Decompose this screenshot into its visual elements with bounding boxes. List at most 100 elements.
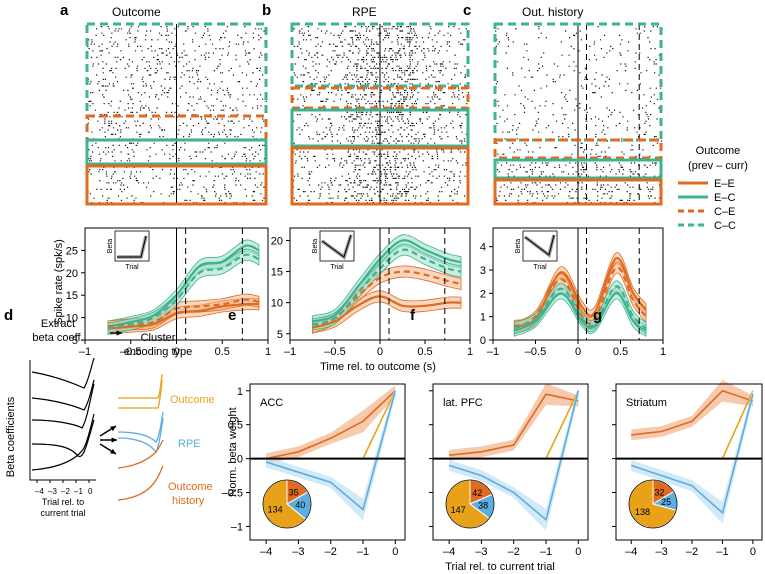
x-tick-label: –4 bbox=[260, 546, 272, 558]
cluster-curve bbox=[117, 465, 164, 501]
y-tick-label: 3 bbox=[480, 265, 486, 277]
d-xtick-m1: –1 bbox=[74, 487, 83, 496]
raster-condition-box bbox=[290, 86, 470, 110]
top-xlabel: Time rel. to outcome (s) bbox=[320, 361, 436, 373]
x-tick-label: 1 bbox=[660, 346, 666, 358]
x-tick-label: –0.5 bbox=[120, 346, 141, 358]
raster-condition-box bbox=[493, 158, 663, 180]
pie-label: 40 bbox=[295, 500, 305, 510]
beta-curve bbox=[31, 419, 95, 458]
x-tick-label: –3 bbox=[292, 546, 304, 558]
x-tick-label: –1 bbox=[487, 346, 499, 358]
d-ylabel: Beta coefficients bbox=[5, 396, 17, 477]
raster-spikes bbox=[292, 26, 470, 204]
y-tick-label: 5 bbox=[277, 329, 283, 341]
extract-label-2: beta coeff. bbox=[32, 332, 83, 344]
arrow-head bbox=[111, 437, 117, 443]
beta-curve bbox=[31, 413, 95, 471]
inset-b: Trial Beta bbox=[312, 230, 355, 271]
legend: Outcome (prev – curr) E–E E–C C–E C–C bbox=[678, 145, 748, 232]
series-line bbox=[513, 266, 647, 330]
y-tick-label: 1 bbox=[237, 386, 243, 398]
x-tick-label: –3 bbox=[475, 546, 487, 558]
series-line bbox=[449, 393, 579, 456]
panel-letter-c: c bbox=[463, 2, 471, 19]
series-band bbox=[631, 379, 753, 441]
panel-letter-d: d bbox=[4, 307, 13, 324]
series-line bbox=[513, 257, 647, 328]
panel-title-c: Out. history bbox=[522, 5, 583, 19]
y-tick-label: 20 bbox=[66, 268, 78, 280]
pie-label: 38 bbox=[478, 501, 488, 511]
axes-frame bbox=[432, 383, 589, 541]
x-tick-label: 1 bbox=[265, 346, 271, 358]
raster-condition-box bbox=[290, 22, 470, 88]
cluster-label-2: encoding type bbox=[124, 346, 193, 358]
x-tick-label: –1 bbox=[357, 546, 369, 558]
pie-label: 32 bbox=[654, 488, 664, 498]
inset-c: Trial Beta bbox=[515, 230, 558, 271]
cluster-history-label-2: history bbox=[172, 495, 205, 507]
pie-outline bbox=[445, 479, 495, 529]
panel-letter-f: f bbox=[410, 307, 416, 324]
series-line bbox=[513, 292, 647, 332]
pie-label: 134 bbox=[268, 505, 283, 515]
series-line bbox=[107, 244, 260, 328]
pie-outline bbox=[628, 479, 678, 529]
x-tick-label: –1 bbox=[540, 546, 552, 558]
bottom-xlabel: Trial rel. to current trial bbox=[445, 561, 555, 573]
x-tick-label: –1 bbox=[79, 346, 91, 358]
series-band bbox=[312, 290, 462, 334]
x-tick-label: 0.5 bbox=[417, 346, 432, 358]
series-line bbox=[107, 302, 259, 330]
raster-c bbox=[495, 24, 663, 204]
inset-line bbox=[524, 234, 555, 256]
x-tick-label: 0 bbox=[575, 546, 581, 558]
y-tick-label: 25 bbox=[66, 245, 78, 257]
d-xtick-0: 0 bbox=[88, 487, 93, 496]
x-tick-label: –2 bbox=[508, 546, 520, 558]
cluster-curve bbox=[117, 411, 164, 443]
pie-label: 138 bbox=[635, 507, 650, 517]
pie-label: 25 bbox=[661, 497, 671, 507]
pie-outline bbox=[262, 479, 312, 529]
d-axes bbox=[29, 360, 96, 481]
cluster-rpe-label: RPE bbox=[178, 438, 201, 450]
legend-label-ce: C–E bbox=[714, 206, 735, 218]
y-tick-label: 4 bbox=[480, 242, 486, 254]
x-tick-label: –3 bbox=[656, 546, 668, 558]
cluster-history-label-1: Outcome bbox=[168, 481, 213, 493]
raster-condition-box bbox=[85, 164, 268, 206]
raster-condition-box bbox=[85, 138, 268, 166]
y-tick-label: 15 bbox=[66, 290, 78, 302]
top-ylabel: Spike rate (spk/s) bbox=[53, 239, 65, 325]
y-tick-label: –1 bbox=[231, 521, 243, 533]
series-line bbox=[312, 239, 462, 323]
legend-label-ee: E–E bbox=[714, 178, 735, 190]
y-tick-label: 10 bbox=[66, 313, 78, 325]
raster-layer bbox=[87, 24, 663, 204]
x-tick-label: 0 bbox=[377, 346, 383, 358]
cluster-curve bbox=[118, 379, 163, 409]
region-label: lat. PFC bbox=[443, 397, 483, 409]
cluster-outcome-label: Outcome bbox=[170, 394, 215, 406]
extract-label-1: Extract bbox=[41, 318, 75, 330]
panel-letter-g: g bbox=[593, 307, 602, 324]
legend-label-cc: C–C bbox=[714, 220, 736, 232]
raster-condition-box bbox=[85, 22, 268, 118]
d-xlabel-2: current trial bbox=[40, 508, 85, 518]
cluster-label-1: Cluster bbox=[141, 332, 176, 344]
series-line bbox=[448, 390, 580, 522]
cluster-curve bbox=[117, 417, 164, 454]
beta-curve bbox=[31, 357, 95, 389]
series-line bbox=[631, 389, 754, 436]
inset-xlabel: Trial bbox=[533, 264, 547, 271]
y-tick-label: 20 bbox=[271, 235, 283, 247]
panel-d-schematic bbox=[29, 330, 164, 501]
x-tick-label: 0.5 bbox=[215, 346, 230, 358]
series-band bbox=[449, 383, 579, 461]
